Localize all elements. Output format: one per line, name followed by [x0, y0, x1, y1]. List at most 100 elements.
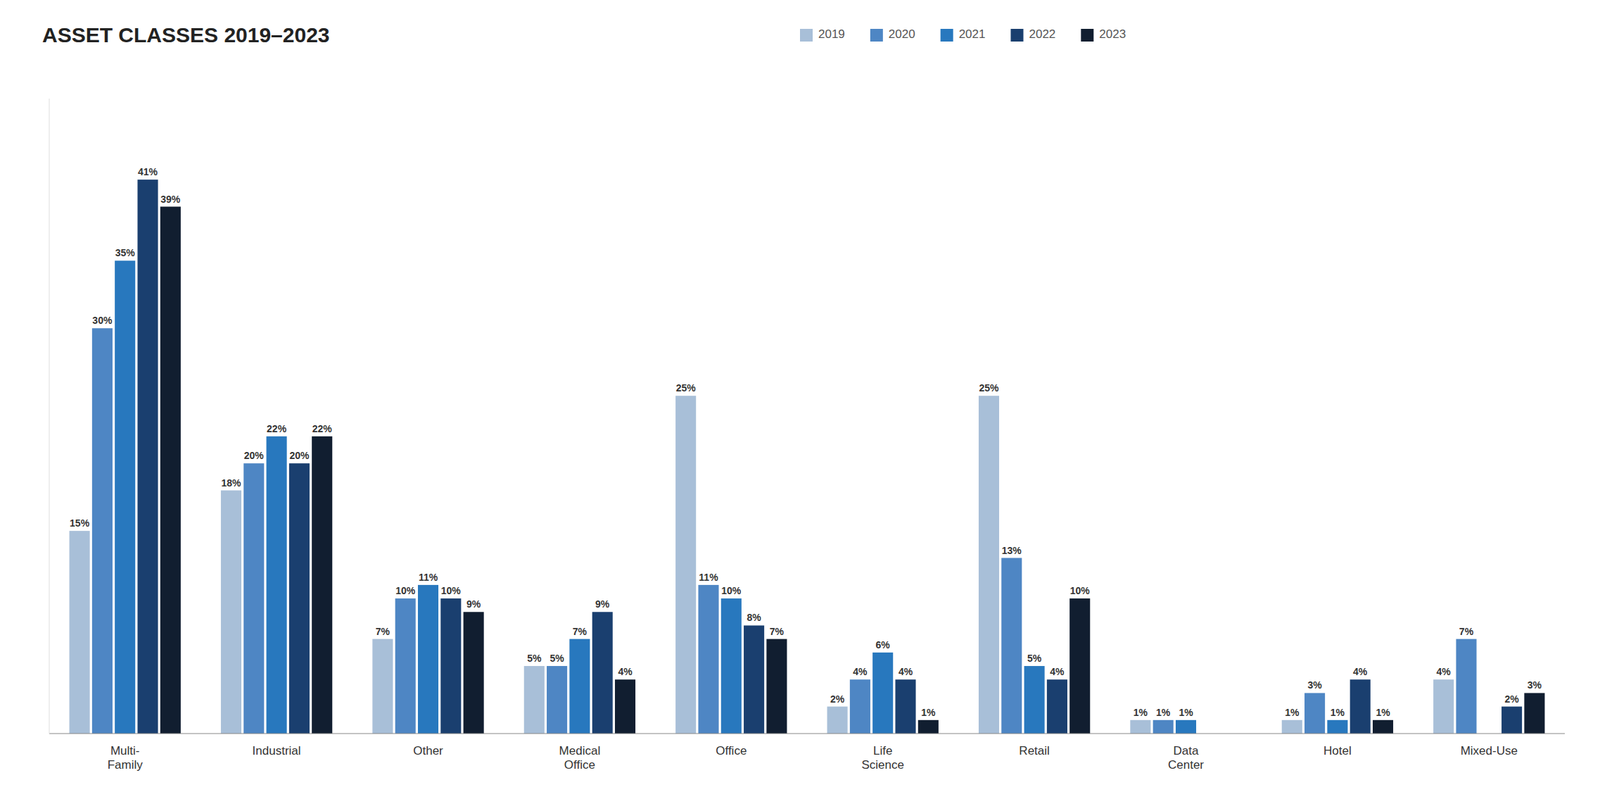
- legend-swatch: [870, 28, 884, 42]
- legend-swatch: [940, 28, 954, 42]
- x-tick-label: DataCenter: [1167, 743, 1204, 772]
- title: ASSET CLASSES 2019–2023: [42, 23, 330, 47]
- bar: [1281, 719, 1303, 734]
- bar: [1455, 638, 1477, 734]
- bar: [1153, 719, 1174, 734]
- bar: [614, 678, 636, 734]
- bar: [827, 706, 848, 734]
- data-label: 1%: [1375, 706, 1391, 718]
- data-label: 6%: [875, 638, 891, 651]
- bar: [395, 598, 416, 734]
- legend-label: 2019: [818, 27, 846, 41]
- bar: [849, 678, 871, 734]
- x-axis-line: [49, 733, 1565, 734]
- data-label: 25%: [676, 382, 697, 394]
- x-tick-label: Hotel: [1323, 743, 1352, 758]
- bar: [1350, 678, 1371, 734]
- bar: [569, 638, 590, 734]
- data-label: 1%: [1330, 706, 1346, 718]
- data-label: 11%: [418, 571, 439, 583]
- data-label: 39%: [160, 193, 181, 205]
- data-label: 9%: [466, 598, 482, 610]
- bar: [114, 260, 136, 734]
- bar: [1046, 678, 1068, 734]
- data-label: 20%: [289, 449, 310, 461]
- bar: [1501, 706, 1522, 734]
- data-label: 22%: [266, 422, 288, 435]
- bar: [697, 584, 719, 734]
- data-label: 7%: [1459, 625, 1475, 637]
- bar: [311, 436, 333, 734]
- x-tick-label: Mixed-Use: [1460, 743, 1518, 758]
- bar: [160, 206, 181, 734]
- bars: [69, 179, 1546, 734]
- x-tick-label: Office: [715, 743, 747, 758]
- bar: [440, 598, 461, 734]
- data-label: 8%: [746, 611, 762, 623]
- bar: [675, 395, 696, 734]
- data-label: 25%: [978, 382, 1000, 394]
- bar: [978, 395, 1000, 734]
- bar: [1524, 692, 1545, 734]
- data-label: 2%: [1504, 693, 1520, 705]
- data-label: 30%: [92, 314, 113, 326]
- data-label: 10%: [395, 584, 416, 596]
- data-label: 1%: [1156, 706, 1171, 718]
- bar: [1327, 719, 1348, 734]
- chart-svg: ASSET CLASSES 2019–2023 15% 18% 7% 5% 25% 2% 25…: [0, 0, 1600, 811]
- data-label: 20%: [244, 449, 265, 461]
- legend-label: 2022: [1028, 27, 1056, 41]
- x-tick-label: Industrial: [252, 743, 302, 758]
- legend-swatch: [1080, 28, 1094, 42]
- bar: [1129, 719, 1151, 734]
- data-label: 7%: [375, 625, 391, 637]
- data-label: 3%: [1527, 678, 1543, 691]
- data-label: 13%: [1001, 544, 1023, 556]
- bar: [220, 490, 242, 734]
- data-label: 41%: [137, 166, 159, 178]
- bar: [721, 598, 742, 734]
- y-axis-line: [49, 98, 50, 734]
- bar: [137, 179, 158, 734]
- data-label: 5%: [527, 652, 542, 664]
- bar: [524, 665, 545, 734]
- x-tick-label: LifeScience: [861, 743, 904, 772]
- data-label: 7%: [572, 625, 588, 637]
- data-label: 4%: [852, 665, 868, 677]
- data-label: 18%: [220, 477, 242, 489]
- bar: [766, 638, 787, 734]
- bar: [289, 462, 310, 734]
- legend-swatch: [800, 28, 813, 42]
- data-label: 11%: [698, 571, 719, 583]
- bar: [372, 638, 393, 734]
- bar: [92, 327, 113, 734]
- x-tick-label: MedicalOffice: [559, 743, 601, 772]
- data-label: 1%: [1133, 706, 1149, 718]
- data-label: 22%: [312, 422, 333, 435]
- bar: [463, 611, 485, 734]
- legend: 20192020202120222023: [800, 27, 1126, 42]
- data-label: 10%: [721, 584, 742, 596]
- bar: [1175, 719, 1197, 734]
- bar: [1372, 719, 1394, 734]
- data-label: 4%: [1049, 665, 1065, 677]
- data-label: 1%: [921, 706, 936, 718]
- legend-label: 2020: [888, 27, 916, 41]
- data-label: 4%: [617, 665, 633, 677]
- bar: [69, 530, 91, 734]
- data-label: 4%: [1353, 665, 1368, 677]
- data-label: 15%: [69, 517, 91, 529]
- legend-label: 2023: [1099, 27, 1126, 41]
- chart-container: ASSET CLASSES 2019–2023 15% 18% 7% 5% 25% 2% 25…: [0, 0, 1600, 811]
- data-label: 10%: [441, 584, 462, 596]
- bar: [1001, 557, 1022, 734]
- data-labels: 15% 18% 7% 5% 25% 2% 25% 1% 1% 4% 30% 20% 10% 5% 11% 4%…: [69, 166, 1543, 718]
- data-label: 35%: [115, 246, 136, 259]
- data-label: 4%: [1436, 665, 1452, 677]
- bar: [918, 719, 939, 734]
- data-label: 5%: [1027, 652, 1043, 664]
- bar: [592, 611, 613, 734]
- data-label: 1%: [1284, 706, 1300, 718]
- data-label: 1%: [1178, 706, 1194, 718]
- data-label: 5%: [549, 652, 565, 664]
